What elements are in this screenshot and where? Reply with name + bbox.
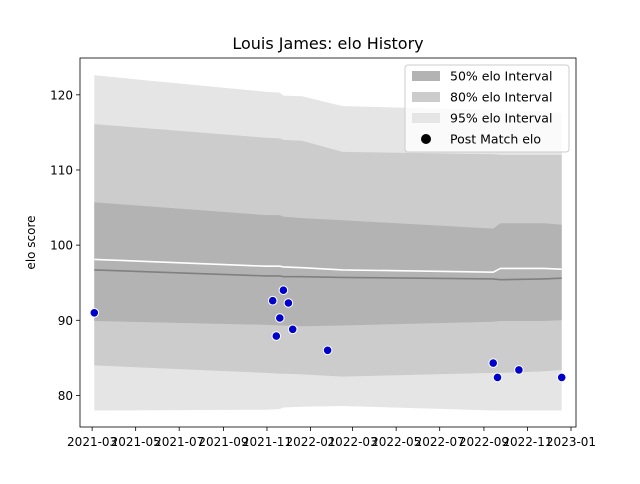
x-tick-label: 2022-09 bbox=[459, 435, 509, 449]
estimate-lines bbox=[94, 258, 562, 281]
mean-elo-line bbox=[94, 269, 562, 281]
y-tick-label: 100 bbox=[50, 239, 73, 253]
x-tick-label: 2023-01 bbox=[546, 435, 596, 449]
post-match-point bbox=[278, 285, 289, 296]
post-match-point bbox=[492, 372, 503, 383]
y-tick-label: 90 bbox=[58, 314, 73, 328]
x-tick-label: 2022-01 bbox=[285, 435, 335, 449]
legend-swatch bbox=[412, 71, 440, 81]
post-match-point bbox=[267, 295, 278, 306]
interval-bands bbox=[94, 75, 562, 411]
legend: 50% elo Interval 80% elo Interval 95% elo … bbox=[404, 64, 570, 153]
x-tick-label: 2021-09 bbox=[198, 435, 248, 449]
legend-swatch bbox=[412, 92, 440, 102]
x-tick-label: 2021-03 bbox=[67, 435, 117, 449]
x-tick-label: 2022-03 bbox=[328, 435, 378, 449]
legend-swatch bbox=[412, 113, 440, 123]
legend-label: 80% elo Interval bbox=[450, 90, 552, 105]
x-axis-ticks: 2021-032021-052021-072021-092021-112022-… bbox=[67, 427, 596, 449]
y-tick-label: 120 bbox=[50, 88, 73, 102]
x-tick-label: 2021-11 bbox=[242, 435, 292, 449]
legend-label: 50% elo Interval bbox=[450, 69, 552, 84]
y-axis-label: elo score bbox=[24, 215, 38, 269]
band-50-elo-interval bbox=[94, 202, 562, 327]
y-tick-label: 80 bbox=[58, 389, 73, 403]
post-match-point bbox=[488, 358, 499, 368]
post-match-point bbox=[283, 298, 294, 308]
legend-label: Post Match elo bbox=[450, 132, 541, 147]
post-match-point bbox=[287, 324, 298, 335]
post-match-point bbox=[89, 308, 100, 318]
x-tick-label: 2022-07 bbox=[415, 435, 465, 449]
post-match-points bbox=[89, 285, 567, 383]
y-tick-label: 110 bbox=[50, 163, 73, 177]
chart-title: Louis James: elo History bbox=[232, 34, 423, 53]
post-match-point bbox=[271, 331, 282, 341]
post-match-point bbox=[514, 365, 524, 375]
legend-marker bbox=[421, 134, 431, 144]
upper-elo-line bbox=[94, 258, 562, 274]
legend-label: 95% elo Interval bbox=[450, 111, 552, 126]
plot-frame bbox=[79, 57, 577, 428]
x-tick-label: 2021-07 bbox=[154, 435, 204, 449]
post-match-point bbox=[556, 372, 567, 383]
post-match-point bbox=[322, 345, 333, 356]
y-axis-ticks: 80 90 100 110 120 bbox=[50, 88, 80, 403]
x-tick-label: 2021-05 bbox=[111, 435, 161, 449]
post-match-point bbox=[275, 313, 285, 323]
x-tick-label: 2022-11 bbox=[502, 435, 552, 449]
legend-frame bbox=[404, 64, 570, 153]
x-tick-label: 2022-05 bbox=[371, 435, 421, 449]
